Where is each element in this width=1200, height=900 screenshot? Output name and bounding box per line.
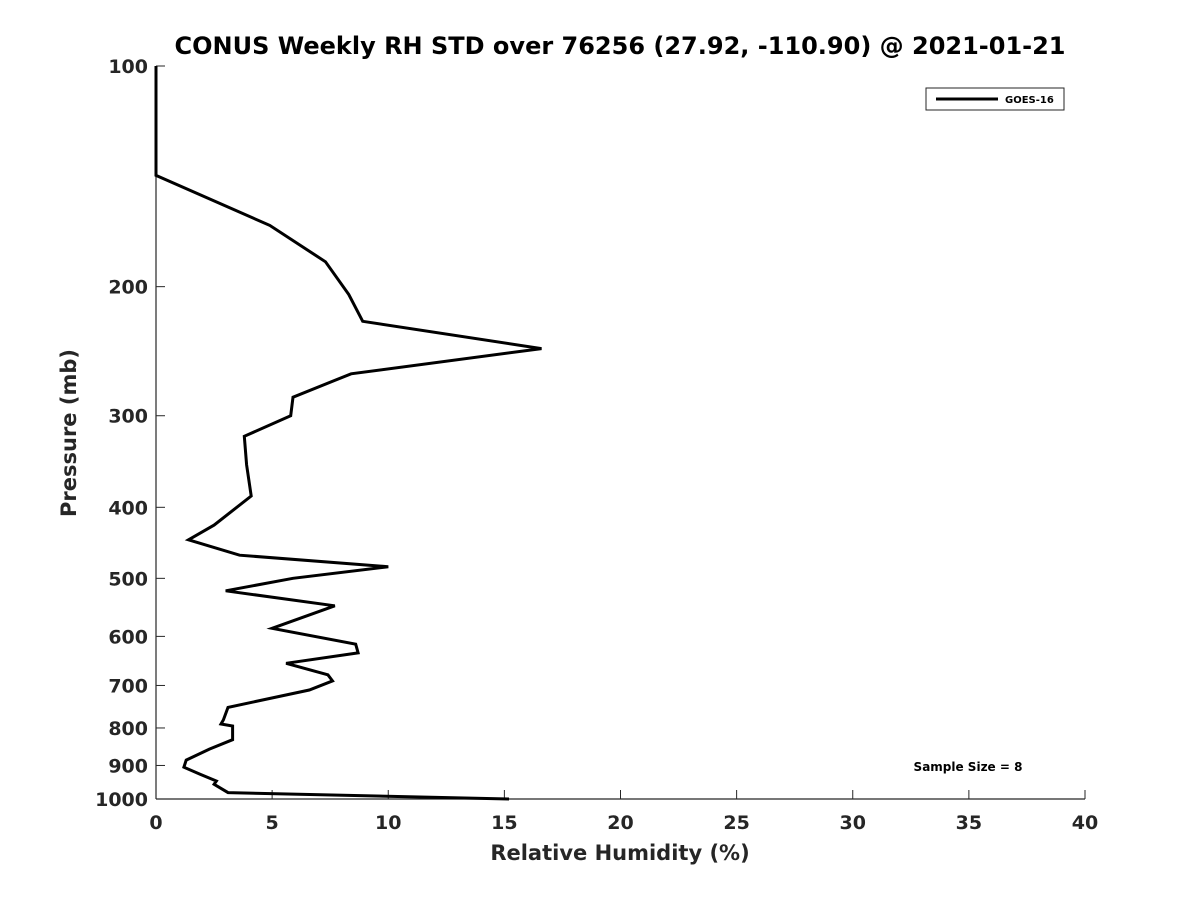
x-axis-label: Relative Humidity (%) [490,841,749,865]
legend: GOES-16 [925,87,1065,111]
y-tick-label: 1000 [95,789,148,811]
x-tick-label: 35 [956,812,982,834]
x-tick-label: 10 [375,812,401,834]
x-tick-label: 30 [840,812,866,834]
y-tick-label: 700 [108,675,148,697]
y-tick-label: 900 [108,755,148,777]
series-line-goes-16 [154,66,542,801]
series-group [154,66,542,801]
chart-title: CONUS Weekly RH STD over 76256 (27.92, -… [174,32,1065,60]
y-tick-label: 800 [108,718,148,740]
y-tick-label: 100 [108,56,148,78]
y-tick-label: 300 [108,406,148,428]
y-tick-label: 200 [108,277,148,299]
x-tick-label: 40 [1072,812,1098,834]
y-axis-ticks: 100 200 300 400 500 600 700 800 900 1000 [95,56,165,811]
x-tick-label: 20 [607,812,633,834]
legend-label-goes-16: GOES-16 [1005,95,1054,106]
y-tick-label: 400 [108,497,148,519]
sample-size-annotation: Sample Size = 8 [914,760,1023,774]
y-axis-label: Pressure (mb) [57,349,81,517]
x-tick-label: 0 [149,812,162,834]
y-tick-label: 500 [108,568,148,590]
x-tick-label: 25 [723,812,749,834]
x-tick-label: 5 [266,812,279,834]
y-tick-label: 600 [108,626,148,648]
x-tick-label: 15 [491,812,517,834]
x-axis-ticks: 0 5 10 15 20 25 30 35 40 [149,790,1098,834]
